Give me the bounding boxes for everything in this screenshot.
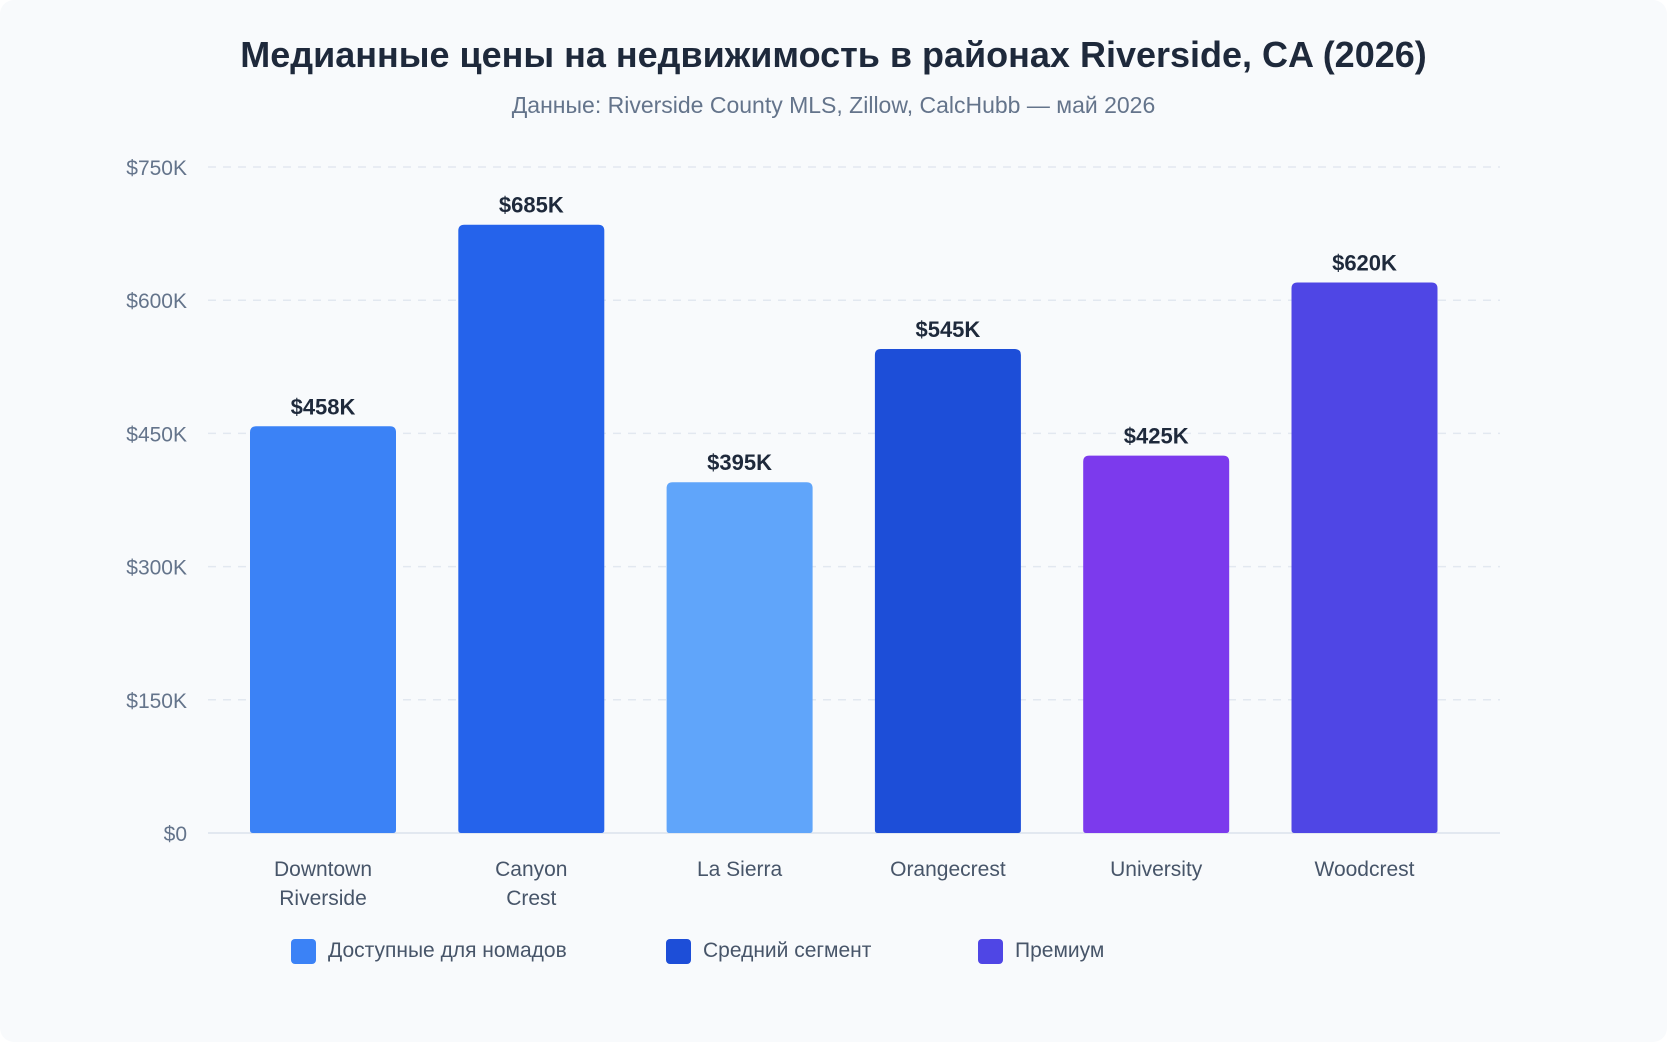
x-tick-label: Woodcrest (1315, 858, 1415, 881)
y-tick-label: $300K (126, 557, 187, 580)
bar (874, 349, 1021, 833)
legend-swatch-premium (978, 938, 1003, 964)
x-tick-label: La Sierra (697, 858, 783, 881)
x-tick-label: Crest (506, 887, 556, 910)
legend-swatch-affordable (291, 938, 316, 964)
y-tick-label: $600K (126, 290, 187, 313)
legend-swatch-mid-segment (666, 938, 691, 964)
bar-value-label: $425K (1124, 424, 1189, 449)
x-tick-label: Downtown (274, 858, 372, 881)
legend-item-mid-segment: Средний сегмент (666, 936, 871, 966)
bar-value-label: $685K (499, 193, 564, 218)
chart-subtitle: Данные: Riverside County MLS, Zillow, Ca… (511, 92, 1156, 118)
x-tick-label: Riverside (279, 887, 367, 910)
chart-title: Медианные цены на недвижимость в районах… (240, 34, 1427, 75)
bar (1291, 282, 1438, 833)
y-tick-label: $750K (126, 157, 187, 180)
bar-value-label: $620K (1332, 250, 1397, 275)
x-tick-label: University (1110, 858, 1203, 881)
bar (458, 224, 605, 834)
y-tick-label: $0 (164, 823, 187, 846)
bar (1083, 455, 1230, 833)
bar-value-label: $395K (707, 450, 772, 475)
y-tick-label: $150K (126, 690, 187, 713)
legend-label-premium: Премиум (1015, 939, 1105, 962)
x-tick-label: Canyon (495, 858, 567, 881)
x-tick-label: Orangecrest (890, 858, 1006, 881)
legend-label-mid-segment: Средний сегмент (703, 939, 872, 962)
bar-value-label: $458K (291, 394, 356, 419)
legend-item-premium: Премиум (978, 936, 1104, 966)
legend: Доступные для номадов Средний сегмент Пр… (0, 936, 1667, 966)
bar (250, 426, 396, 833)
y-tick-label: $450K (126, 423, 187, 446)
legend-label-affordable: Доступные для номадов (328, 939, 567, 962)
legend-item-affordable: Доступные для номадов (291, 936, 567, 966)
bar-value-label: $545K (915, 317, 980, 342)
bar (666, 482, 813, 833)
